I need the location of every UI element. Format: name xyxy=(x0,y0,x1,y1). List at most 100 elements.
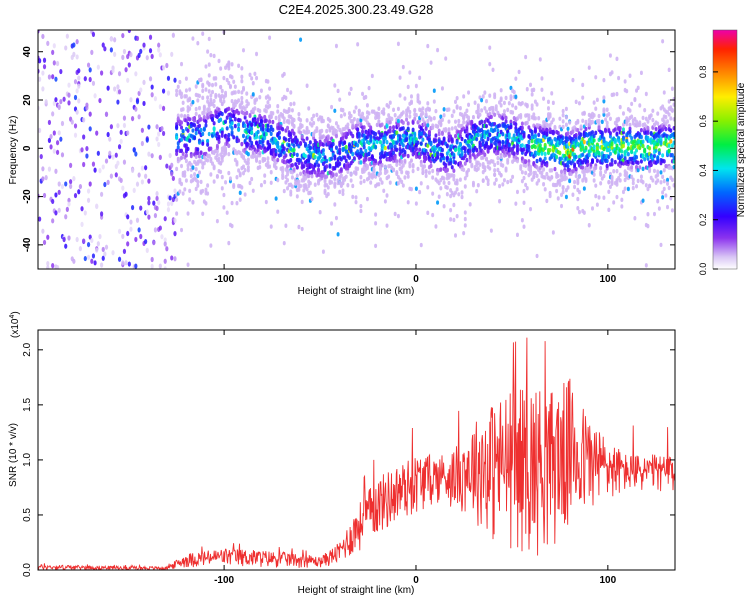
colorbar-frame xyxy=(712,29,738,270)
spectrogram-cell xyxy=(240,79,244,84)
spectrogram-cell xyxy=(445,185,449,190)
spectrogram-cell xyxy=(608,131,612,136)
spectrogram-cell xyxy=(636,160,640,166)
spectrogram-cell xyxy=(483,134,487,140)
spectrogram-cell xyxy=(666,204,670,210)
spectrogram-cell xyxy=(577,209,581,215)
spectrogram-cell xyxy=(336,124,340,129)
spectrogram-cell xyxy=(662,168,666,173)
spectrogram-cell xyxy=(253,100,257,105)
spectrogram-cell xyxy=(295,165,299,170)
spectrogram-cell xyxy=(672,132,675,138)
spectrogram-cell xyxy=(504,146,508,152)
spectrogram-cell xyxy=(664,126,668,132)
spectrogram-cell xyxy=(484,141,488,147)
spectrogram-cell xyxy=(333,184,337,189)
spectrogram-cell xyxy=(178,79,182,85)
spectrogram-cell xyxy=(126,241,130,247)
spectrogram-cell xyxy=(667,185,671,191)
spectrogram-cell xyxy=(507,142,511,148)
spectrogram-cell xyxy=(535,102,539,107)
spectrogram-cell xyxy=(220,111,224,117)
spectrogram-cell xyxy=(365,115,369,120)
spectrogram-cell xyxy=(217,156,221,162)
spectrogram-cell xyxy=(625,171,629,176)
spectrogram-cell xyxy=(49,133,53,140)
spectrogram-cell xyxy=(250,122,254,127)
spectrogram-cell xyxy=(514,122,518,127)
spectrogram-cell xyxy=(88,181,92,187)
spectrogram-cell xyxy=(183,114,187,119)
spectrogram-cell xyxy=(352,117,356,122)
spectrogram-cell xyxy=(400,169,404,175)
spectrogram-cell xyxy=(662,186,666,192)
spectrogram-cell xyxy=(550,91,554,96)
spectrogram-cell xyxy=(467,102,471,107)
spectrogram-cell xyxy=(180,91,184,96)
spectrogram-cell xyxy=(204,64,208,69)
spectrogram-cell xyxy=(476,103,480,108)
spectrogram-cell xyxy=(522,200,526,205)
spectrogram-cell xyxy=(506,179,510,185)
spectrogram-cell xyxy=(378,159,382,164)
spectrogram-cell xyxy=(46,265,50,269)
spectrogram-cell xyxy=(551,100,555,106)
spectrogram-cell xyxy=(180,163,184,169)
spectrogram-cell xyxy=(54,76,58,82)
spectrogram-cell xyxy=(199,117,203,122)
spectrogram-cell xyxy=(408,70,412,75)
spectrogram-cell xyxy=(165,246,169,252)
spectrogram-cell xyxy=(672,125,675,131)
spectrogram-cell xyxy=(480,119,484,125)
spectrogram-cell xyxy=(199,127,203,133)
spectrogram-cell xyxy=(235,175,239,180)
spectrogram-cell xyxy=(374,174,378,179)
spectrogram-cell xyxy=(383,164,387,169)
spectrogram-cell xyxy=(145,209,149,215)
spectrogram-cell xyxy=(330,221,334,226)
spectrogram-cell xyxy=(194,130,198,136)
spectrogram-cell xyxy=(220,88,224,94)
spectrogram-cell xyxy=(321,142,325,147)
spectrogram-cell xyxy=(555,154,559,160)
spectrogram-cell xyxy=(230,130,234,135)
spectrogram-cell xyxy=(550,168,554,173)
spectrogram-cell xyxy=(122,48,127,55)
spectrogram-cell xyxy=(542,182,546,187)
spectrogram-cell xyxy=(77,68,81,74)
spectrogram-cell xyxy=(104,244,109,250)
spectrogram-cell xyxy=(499,98,503,103)
spectrogram-cell xyxy=(140,140,144,147)
spectrogram-cell xyxy=(480,108,484,113)
spectrogram-cell xyxy=(83,76,87,82)
spectrogram-cell xyxy=(310,196,314,202)
spectrogram-cell xyxy=(529,164,533,170)
spectrogram-cell xyxy=(161,130,166,137)
spectrogram-cell xyxy=(440,152,444,158)
spectrogram-cell xyxy=(227,66,231,71)
spectrogram-cell xyxy=(191,36,195,41)
spectrogram-cell xyxy=(669,139,673,144)
spectrogram-cell xyxy=(201,141,205,146)
spectrogram-cell xyxy=(467,90,471,95)
spectrogram-cell xyxy=(369,134,373,140)
spectrogram-cell xyxy=(462,115,466,120)
spectrogram-cell xyxy=(341,191,345,197)
spectrogram-cell xyxy=(317,147,321,152)
spectrogram-cell xyxy=(72,42,76,48)
spectrogram-cell xyxy=(644,263,648,268)
spectrogram-cell xyxy=(380,180,384,185)
spectrogram-cell xyxy=(176,84,180,89)
spectrogram-cell xyxy=(478,162,482,167)
spectrogram-cell xyxy=(555,188,559,194)
spectrogram-cell xyxy=(538,157,542,163)
spectrogram-cell xyxy=(121,32,125,39)
spectrogram-cell xyxy=(581,82,585,88)
spectrogram-cell xyxy=(176,145,180,150)
spectrogram-cell xyxy=(586,159,590,164)
spectrogram-cell xyxy=(91,161,96,167)
spectrogram-cell xyxy=(450,113,454,119)
spectrogram-cell xyxy=(434,108,438,114)
spectrogram-cell xyxy=(520,100,524,106)
spectrogram-cell xyxy=(356,127,360,132)
